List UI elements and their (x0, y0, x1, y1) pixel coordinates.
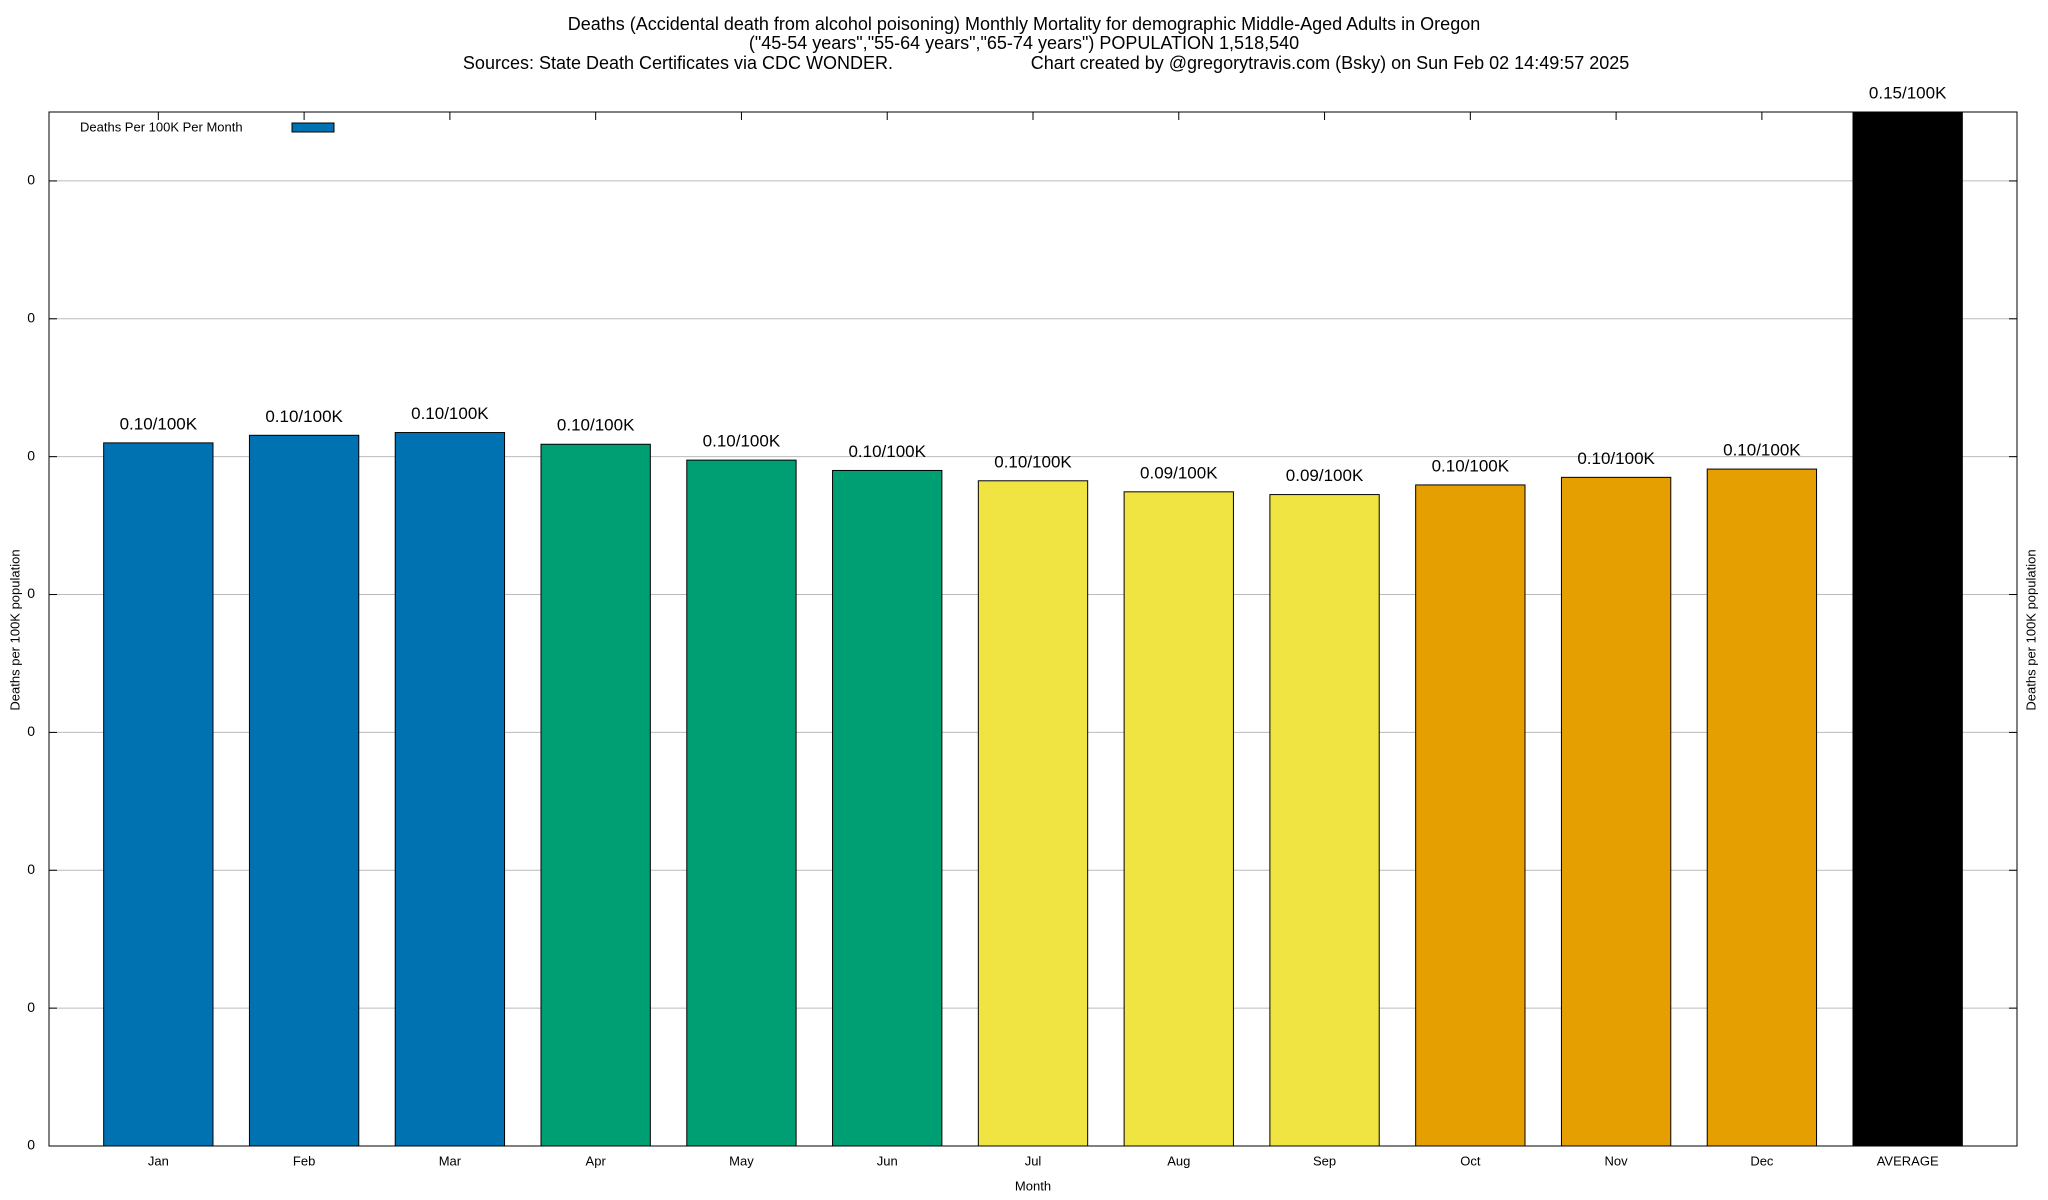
x-tick-label: May (729, 1153, 754, 1168)
credit: Chart created by @gregorytravis.com (Bsk… (1031, 53, 1630, 73)
x-tick-label: Jul (1025, 1153, 1042, 1168)
x-tick-label: Jan (148, 1153, 169, 1168)
source: Sources: State Death Certificates via CD… (463, 53, 893, 73)
x-tick-label: Mar (439, 1153, 462, 1168)
value-label: 0.10/100K (703, 432, 781, 451)
plot-frame (48, 111, 2018, 1147)
bar (977, 480, 1089, 1147)
x-axis-label: Month (1015, 1178, 1051, 1193)
x-tick-label: AVERAGE (1877, 1153, 1939, 1168)
bar (248, 434, 360, 1147)
chart-title: Deaths (Accidental death from alcohol po… (568, 14, 1480, 34)
value-label: 0.15/100K (1869, 83, 1947, 102)
bar (1269, 494, 1380, 1147)
value-label: 0.10/100K (120, 414, 198, 433)
bar (686, 459, 797, 1147)
x-tick-label: Dec (1750, 1153, 1774, 1168)
legend-label: Deaths Per 100K Per Month (80, 119, 243, 134)
y-tick-label: 0 (27, 172, 35, 188)
y-axis-label: Deaths per 100K population (7, 549, 22, 710)
chart-subtitle: ("45-54 years","55-64 years","65-74 year… (749, 33, 1299, 53)
value-label: 0.10/100K (557, 416, 635, 435)
y-tick-label: 0 (27, 585, 35, 601)
x-tick-label: Oct (1460, 1153, 1481, 1168)
bar (1706, 468, 1818, 1147)
bar (1415, 484, 1526, 1147)
x-tick-label: Apr (586, 1153, 607, 1168)
value-label: 0.10/100K (411, 404, 489, 423)
value-label: 0.09/100K (1140, 463, 1218, 482)
x-tick-label: Sep (1313, 1153, 1336, 1168)
bar (103, 442, 214, 1147)
legend-swatch (291, 122, 335, 133)
y-tick-label: 0 (27, 723, 35, 739)
y2-axis-label: Deaths per 100K population (2023, 549, 2038, 710)
y-tick-label: 0 (27, 861, 35, 877)
value-label: 0.10/100K (1432, 456, 1510, 475)
x-tick-label: Aug (1167, 1153, 1190, 1168)
bar (540, 443, 651, 1147)
bar (1123, 491, 1234, 1147)
value-label: 0.10/100K (1577, 449, 1655, 468)
y-tick-label: 0 (27, 447, 35, 463)
bar (1852, 111, 1963, 1147)
bar (394, 432, 506, 1147)
x-tick-label: Nov (1605, 1153, 1629, 1168)
value-label: 0.09/100K (1286, 466, 1364, 485)
bar (1560, 476, 1672, 1147)
value-label: 0.10/100K (994, 452, 1072, 471)
y-tick-label: 0 (27, 310, 35, 326)
x-tick-label: Jun (877, 1153, 898, 1168)
x-tick-label: Feb (293, 1153, 315, 1168)
value-label: 0.10/100K (1723, 441, 1801, 460)
y-tick-label: 0 (27, 999, 35, 1015)
value-label: 0.10/100K (265, 407, 343, 426)
y-tick-label: 0 (27, 1137, 35, 1153)
value-label: 0.10/100K (848, 442, 926, 461)
bar (832, 469, 943, 1147)
